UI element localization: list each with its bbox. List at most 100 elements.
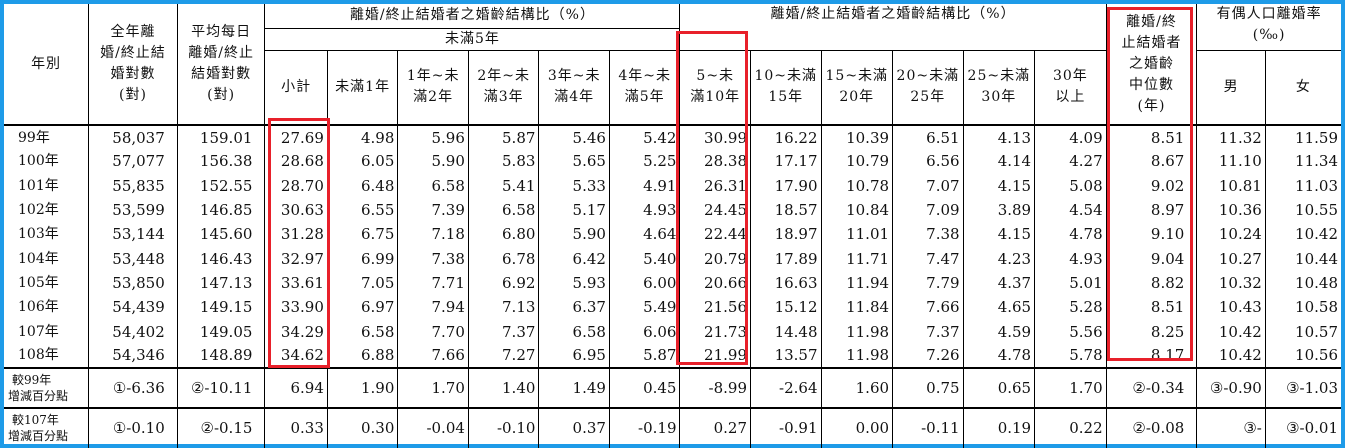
year-cell: 99年 <box>18 129 50 146</box>
change-1-2-years: 1.70 <box>397 367 469 409</box>
cell-3-4-years: 6.37 <box>538 295 610 320</box>
change-total-pairs: ①-6.36 <box>88 367 178 409</box>
cell-25-30-years: 4.78 <box>962 343 1035 369</box>
cell-15-20-years: 11.01 <box>820 222 893 247</box>
cell-30-plus-years: 5.78 <box>1034 343 1107 369</box>
header-15-20-line2: 20年 <box>839 89 875 106</box>
change-median-age: ②-0.08 <box>1105 407 1197 448</box>
header-20-25-line1: 20~未滿 <box>896 68 960 85</box>
header-female: 女 <box>1264 50 1341 126</box>
header-30p-line2: 以上 <box>1055 89 1086 106</box>
change-3-4-years: 0.37 <box>538 407 610 448</box>
cell-1-2-years: 7.39 <box>397 197 469 223</box>
cell-median-age: 8.82 <box>1105 270 1197 296</box>
change-under-1-year: 1.90 <box>326 367 398 409</box>
table-row: 103年 53,144 145.60 31.28 6.75 7.18 6.80 5.90 4.6… <box>4 222 1341 247</box>
change-10-15-years: -0.91 <box>750 407 822 448</box>
cell-30-plus-years: 5.01 <box>1034 270 1107 296</box>
cell-total-pairs: 53,850 <box>88 270 178 296</box>
year-cell: 100年 <box>18 153 59 170</box>
cell-5-10-years: 20.66 <box>679 270 751 296</box>
header-2-to-3-years: 2年~未 滿3年 <box>467 50 539 126</box>
cell-10-15-years: 13.57 <box>750 343 822 369</box>
cell-under-1-year: 6.48 <box>326 173 398 198</box>
cell-1-2-years: 7.66 <box>397 343 469 369</box>
cell-15-20-years: 11.71 <box>820 246 893 271</box>
header-2-3-line1: 2年~未 <box>477 68 530 85</box>
cell-median-age: 8.25 <box>1105 319 1197 344</box>
cell-2-3-years: 6.92 <box>467 270 539 296</box>
cell-10-15-years: 15.12 <box>750 295 822 320</box>
header-10-15-line2: 15年 <box>768 89 804 106</box>
cell-female-rate: 10.56 <box>1264 343 1341 369</box>
header-structure-group-2: 離婚/終止結婚者之婚齡結構比（%） <box>679 4 1107 51</box>
change-30-plus-years: 1.70 <box>1034 367 1107 409</box>
header-subtotal: 小計 <box>264 50 328 126</box>
cell-5-10-years: 30.99 <box>679 125 751 150</box>
header-median-line4: 中位數 <box>1128 76 1174 93</box>
header-daily-average: 平均每日 離婚/終止 結婚對數 (對) <box>176 4 265 126</box>
cell-2-3-years: 5.41 <box>467 173 539 198</box>
cell-median-age: 8.51 <box>1105 125 1197 150</box>
header-median-line1: 離婚/終 <box>1126 13 1177 30</box>
header-5-to-10-years: 5~未 滿10年 <box>679 50 751 126</box>
cell-1-2-years: 5.90 <box>397 149 469 174</box>
table-row: 99年 58,037 159.01 27.69 4.98 5.96 5.87 5.46 5.42… <box>4 125 1341 150</box>
cell-subtotal: 34.62 <box>264 343 328 369</box>
cell-2-3-years: 7.13 <box>467 295 539 320</box>
comparison-label-line1: 較99年 <box>12 372 52 387</box>
header-1-to-2-years: 1年~未 滿2年 <box>397 50 469 126</box>
header-under-5-years: 未滿5年 <box>264 28 680 51</box>
cell-10-15-years: 17.89 <box>750 246 822 271</box>
cell-daily-average: 148.89 <box>176 343 265 369</box>
cell-5-10-years: 28.38 <box>679 149 751 174</box>
cell-30-plus-years: 4.93 <box>1034 246 1107 271</box>
cell-10-15-years: 18.97 <box>750 222 822 247</box>
cell-4-5-years: 5.87 <box>608 343 680 369</box>
cell-15-20-years: 10.39 <box>820 125 893 150</box>
header-15-to-20-years: 15~未滿 20年 <box>820 50 893 126</box>
cell-10-15-years: 14.48 <box>750 319 822 344</box>
header-total-line1: 全年離 <box>110 24 156 40</box>
cell-daily-average: 146.85 <box>176 197 265 223</box>
cell-5-10-years: 21.99 <box>679 343 751 369</box>
cell-30-plus-years: 4.09 <box>1034 125 1107 150</box>
cell-total-pairs: 58,037 <box>88 125 178 150</box>
header-3-to-4-years: 3年~未 滿4年 <box>538 50 610 126</box>
cell-10-15-years: 16.63 <box>750 270 822 296</box>
header-under-1-year: 未滿1年 <box>326 50 398 126</box>
change-2-3-years: 1.40 <box>467 367 539 409</box>
change-25-30-years: 0.19 <box>962 407 1035 448</box>
cell-total-pairs: 53,448 <box>88 246 178 271</box>
cell-female-rate: 11.34 <box>1264 149 1341 174</box>
header-5-10-line2: 滿10年 <box>690 89 741 106</box>
table-row: 102年 53,599 146.85 30.63 6.55 7.39 6.58 5.17 4.9… <box>4 197 1341 223</box>
comparison-label-line2: 增減百分點 <box>8 429 69 444</box>
cell-2-3-years: 6.58 <box>467 197 539 223</box>
cell-4-5-years: 5.40 <box>608 246 680 271</box>
cell-20-25-years: 7.66 <box>892 295 964 320</box>
change-male-rate: ③- <box>1196 407 1266 448</box>
cell-5-10-years: 22.44 <box>679 222 751 247</box>
cell-under-1-year: 4.98 <box>326 125 398 150</box>
header-15-20-line1: 15~未滿 <box>825 68 889 85</box>
cell-under-1-year: 6.97 <box>326 295 398 320</box>
cell-1-2-years: 7.38 <box>397 246 469 271</box>
change-subtotal: 6.94 <box>264 367 328 409</box>
table-row: 106年 54,439 149.15 33.90 6.97 7.94 7.13 6.37 5.4… <box>4 295 1341 320</box>
cell-daily-average: 152.55 <box>176 173 265 198</box>
cell-1-2-years: 7.70 <box>397 319 469 344</box>
cell-under-1-year: 6.05 <box>326 149 398 174</box>
cell-30-plus-years: 4.78 <box>1034 222 1107 247</box>
cell-total-pairs: 54,346 <box>88 343 178 369</box>
cell-10-15-years: 17.90 <box>750 173 822 198</box>
cell-10-15-years: 17.17 <box>750 149 822 174</box>
header-3-4-line1: 3年~未 <box>547 68 601 85</box>
cell-1-2-years: 6.58 <box>397 173 469 198</box>
cell-daily-average: 149.05 <box>176 319 265 344</box>
cell-4-5-years: 5.25 <box>608 149 680 174</box>
cell-20-25-years: 7.26 <box>892 343 964 369</box>
cell-daily-average: 147.13 <box>176 270 265 296</box>
cell-under-1-year: 6.88 <box>326 343 398 369</box>
cell-20-25-years: 6.51 <box>892 125 964 150</box>
